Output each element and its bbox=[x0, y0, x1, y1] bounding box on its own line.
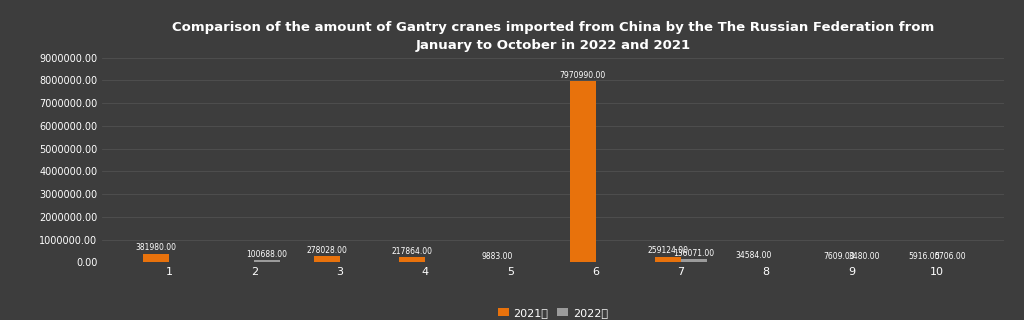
Bar bbox=[681, 259, 707, 262]
Text: 5706.00: 5706.00 bbox=[934, 252, 966, 261]
Text: 259124.00: 259124.00 bbox=[647, 246, 689, 255]
Legend: 2021年, 2022年: 2021年, 2022年 bbox=[494, 303, 612, 320]
Text: 100688.00: 100688.00 bbox=[247, 250, 288, 259]
Text: 3480.00: 3480.00 bbox=[849, 252, 881, 261]
Text: 34584.00: 34584.00 bbox=[735, 251, 772, 260]
Text: 136071.00: 136071.00 bbox=[673, 249, 715, 258]
Text: 278028.00: 278028.00 bbox=[306, 246, 347, 255]
Title: Comparison of the amount of Gantry cranes imported from China by the The Russian: Comparison of the amount of Gantry crane… bbox=[172, 21, 934, 52]
Text: 9883.00: 9883.00 bbox=[482, 252, 513, 261]
Text: 7609.00: 7609.00 bbox=[823, 252, 855, 261]
Bar bbox=[399, 258, 425, 262]
Bar bbox=[655, 257, 681, 262]
Text: 5916.00: 5916.00 bbox=[908, 252, 940, 261]
Bar bbox=[314, 256, 340, 262]
Bar bbox=[143, 254, 169, 262]
Text: 381980.00: 381980.00 bbox=[135, 243, 177, 252]
Bar bbox=[570, 81, 596, 262]
Bar bbox=[254, 260, 280, 262]
Text: 217864.00: 217864.00 bbox=[391, 247, 433, 256]
Text: 7970990.00: 7970990.00 bbox=[560, 71, 606, 80]
